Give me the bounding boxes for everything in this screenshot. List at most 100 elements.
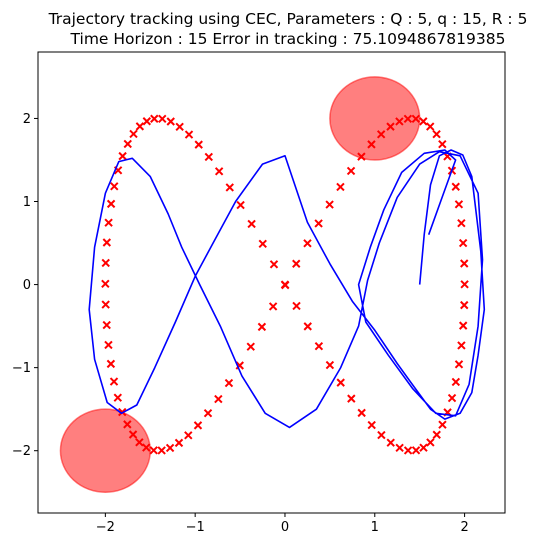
reference-point-marker [367, 140, 376, 149]
reference-point-marker [325, 200, 334, 209]
reference-point-marker [457, 341, 466, 350]
axes-frame [37, 51, 506, 514]
reference-point-marker [109, 377, 119, 386]
reference-point-marker [142, 117, 152, 126]
y-tick-label: −1 [12, 361, 31, 376]
reference-point-marker [395, 117, 404, 126]
reference-point-marker [135, 438, 144, 447]
reference-point-marker [438, 420, 447, 429]
reference-point-marker [101, 300, 110, 309]
reference-point-marker [395, 443, 404, 453]
reference-point-marker [110, 182, 119, 191]
reference-point-marker [106, 199, 116, 209]
chart-title-line-1: Trajectory tracking using CEC, Parameter… [48, 10, 528, 28]
reference-point-marker [314, 341, 324, 351]
reference-point-marker [432, 430, 441, 439]
reference-point-marker [258, 239, 267, 249]
reference-point-marker [357, 152, 366, 161]
x-tick-label: 1 [371, 520, 379, 535]
reference-point-marker [269, 260, 279, 269]
reference-point-marker [166, 117, 175, 126]
reference-point-marker [214, 394, 223, 404]
reference-point-marker [357, 408, 366, 418]
reference-point-marker [346, 166, 356, 176]
reference-point-marker [411, 446, 421, 455]
reference-point-marker [106, 359, 116, 369]
reference-point-marker [403, 114, 413, 123]
reference-point-marker [403, 446, 413, 455]
reference-point-marker [303, 239, 312, 248]
reference-point-marker [175, 122, 184, 131]
reference-point-marker [460, 300, 469, 310]
reference-point-marker [454, 360, 464, 369]
reference-point-marker [426, 438, 435, 447]
reference-point-marker [193, 421, 203, 430]
reference-point-marker [101, 279, 110, 288]
reference-point-marker [419, 443, 428, 452]
reference-point-marker [102, 238, 112, 247]
x-tick-label: −2 [96, 520, 115, 535]
reference-point-marker [236, 200, 245, 210]
x-tick-label: −1 [186, 520, 205, 535]
reference-point-marker [314, 219, 323, 228]
reference-point-marker [303, 322, 312, 331]
reference-point-marker [257, 322, 267, 332]
reference-point-marker [184, 431, 193, 440]
y-tick-label: 2 [23, 112, 31, 127]
reference-point-marker [194, 140, 203, 149]
trajectory-line [88, 149, 486, 429]
obstacle-bottom-left [59, 408, 152, 493]
reference-point-marker [128, 430, 138, 439]
reference-point-marker [214, 167, 224, 176]
reference-point-marker [225, 183, 234, 192]
reference-point-marker [386, 438, 395, 447]
reference-point-marker [149, 446, 158, 455]
reference-point-marker [419, 117, 428, 126]
reference-point-marker [158, 114, 167, 124]
reference-point-marker [292, 301, 301, 311]
reference-point-marker [174, 438, 184, 448]
reference-point-marker [458, 321, 468, 330]
reference-point-marker [347, 394, 356, 403]
reference-point-marker [113, 393, 123, 402]
reference-point-marker [165, 443, 175, 453]
reference-point-marker [432, 129, 441, 139]
reference-point-marker [411, 114, 421, 123]
reference-point-marker [142, 443, 151, 452]
y-tick-label: −2 [12, 444, 31, 459]
reference-point-marker [129, 129, 138, 139]
reference-point-marker [203, 408, 213, 418]
reference-point-marker [386, 122, 395, 131]
reference-point-marker [235, 361, 244, 370]
reference-point-marker [135, 122, 145, 131]
reference-point-marker [268, 302, 278, 311]
reference-point-marker [184, 130, 194, 139]
reference-point-marker [104, 218, 113, 227]
reference-point-marker [325, 360, 335, 370]
reference-point-marker [281, 280, 290, 290]
reference-point-marker [457, 218, 466, 228]
reference-point-marker [377, 430, 386, 440]
reference-point-marker [101, 258, 110, 268]
axes: −2 −1 0 1 2 −2 −1 0 1 2 [12, 112, 469, 535]
reference-point-marker [246, 342, 255, 351]
reference-point-marker [204, 152, 213, 162]
reference-point-marker [376, 130, 386, 139]
plot-area [59, 76, 486, 493]
reference-point-marker [426, 122, 435, 131]
reference-point-marker [150, 114, 159, 123]
reference-point-marker [104, 340, 113, 350]
reference-point-marker [438, 140, 447, 149]
reference-point-marker [292, 259, 301, 268]
y-tick-label: 1 [23, 195, 31, 210]
reference-point-marker [224, 378, 234, 388]
reference-point-marker [451, 377, 461, 387]
reference-point-marker [460, 259, 469, 268]
reference-point-marker [336, 182, 345, 192]
reference-point-marker [367, 420, 376, 430]
reference-point-marker [336, 378, 345, 387]
reference-point-marker [102, 320, 111, 330]
reference-point-marker [447, 393, 457, 403]
reference-point-marker [454, 200, 464, 209]
